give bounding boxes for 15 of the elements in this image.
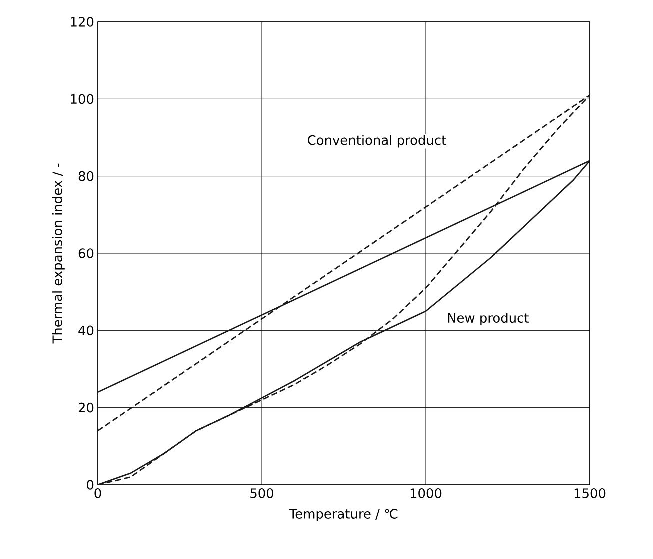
y-tick-label: 0 xyxy=(87,480,94,490)
y-tick-label: 60 xyxy=(78,248,94,258)
annotation: Conventional product xyxy=(308,135,446,148)
annotation: New product xyxy=(448,312,529,326)
x-tick-label: 0 xyxy=(94,488,102,498)
x-axis-title: Temperature / ℃ xyxy=(289,509,398,522)
x-tick-label: 1000 xyxy=(410,488,442,498)
y-tick-label: 100 xyxy=(71,94,94,104)
y-tick-label: 120 xyxy=(71,17,94,27)
y-tick-label: 80 xyxy=(78,171,94,182)
x-tick-label: 500 xyxy=(250,488,274,498)
y-axis-title: Thermal expansion index / - xyxy=(52,164,65,344)
y-tick-label: 20 xyxy=(78,402,94,413)
y-tick-label: 40 xyxy=(78,326,94,336)
x-tick-label: 1500 xyxy=(574,488,606,498)
